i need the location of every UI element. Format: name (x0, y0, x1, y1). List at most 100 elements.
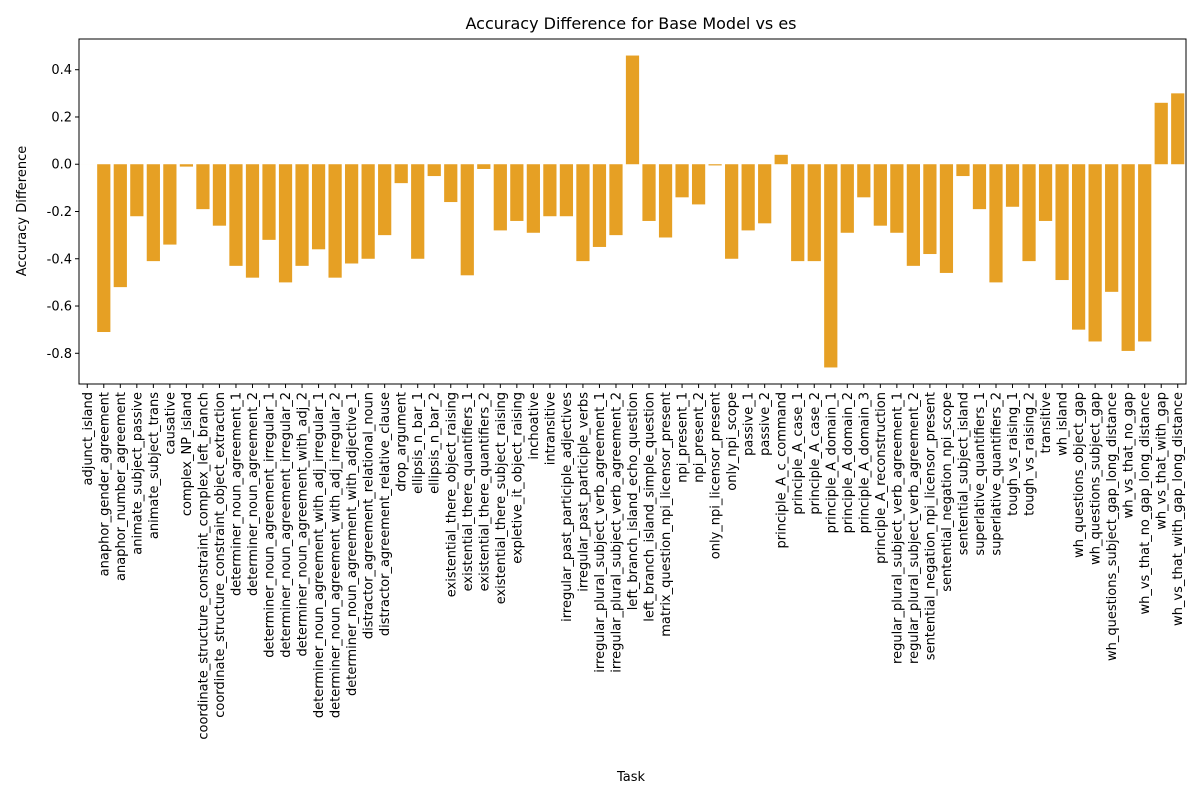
x-tick-label: determiner_noun_agreement_with_adj_irreg… (312, 392, 327, 718)
x-tick-label: transitive (1039, 392, 1054, 453)
bar-regular_plural_subject_verb_agreement_2 (906, 164, 920, 266)
bar-existential_there_quantifiers_1 (460, 164, 474, 276)
x-tick-label: wh_vs_that_no_gap (1122, 392, 1137, 518)
bar-inchoative (526, 164, 540, 233)
x-tick-label: passive_1 (742, 392, 757, 456)
bar-wh_vs_that_no_gap_long_distance (1138, 164, 1152, 342)
x-tick-label: sentential_subject_island (956, 392, 971, 555)
bar-regular_plural_subject_verb_agreement_1 (890, 164, 904, 233)
x-axis: adjunct_island anaphor_gender_agreement an… (81, 384, 1186, 740)
bar-principle_A_case_1 (791, 164, 805, 262)
bar-anaphor_number_agreement (113, 164, 127, 288)
x-tick-label: only_npi_scope (725, 392, 740, 491)
y-tick-label: 0.0 (51, 158, 72, 173)
x-tick-label: determiner_noun_agreement_with_adjective… (345, 392, 360, 696)
x-tick-label: regular_plural_subject_verb_agreement_2 (907, 392, 922, 664)
y-tick-label: -0.6 (47, 300, 72, 315)
x-tick-label: wh_vs_that_with_gap (1155, 392, 1170, 530)
x-tick-label: anaphor_gender_agreement (97, 392, 112, 576)
bar-determiner_noun_agreement_with_adj_irregular_1 (311, 164, 326, 250)
x-tick-label: sentential_negation_npi_scope (940, 392, 955, 592)
bar-sentential_negation_npi_licensor_present (923, 164, 937, 255)
x-tick-label: left_branch_island_simple_question (643, 392, 658, 622)
x-tick-label: irregular_past_participle_verbs (576, 392, 591, 592)
bar-determiner_noun_agreement_2 (245, 164, 260, 278)
bar-left_branch_island_simple_question (642, 164, 656, 221)
x-tick-label: principle_A_case_2 (808, 392, 823, 515)
x-tick-label: ellipsis_n_bar_2 (428, 392, 443, 494)
bar-coordinate_structure_constraint_object_extraction (212, 164, 227, 226)
bar-determiner_noun_agreement_1 (229, 164, 243, 266)
bar-npi_present_1 (675, 164, 689, 198)
x-tick-label: npi_present_1 (676, 392, 691, 483)
x-tick-label: only_npi_licensor_present (709, 392, 724, 559)
x-tick-label: passive_2 (758, 392, 773, 456)
x-tick-label: inchoative (527, 392, 542, 460)
x-tick-label: tough_vs_raising_2 (1023, 392, 1038, 516)
bar-wh_questions_subject_gap_long_distance (1105, 164, 1119, 292)
bar-determiner_noun_agreement_with_adj_irregular_2 (328, 164, 342, 278)
bar-determiner_noun_agreement_with_adj_2 (295, 164, 309, 266)
bar-sentential_negation_npi_scope (939, 164, 954, 273)
bars-group (80, 55, 1185, 368)
x-tick-label: ellipsis_n_bar_1 (411, 392, 426, 494)
x-tick-label: distractor_agreement_relative_clause (378, 392, 393, 636)
x-tick-label: wh_vs_that_with_gap_long_distance (1171, 392, 1186, 626)
bar-principle_A_domain_2 (840, 164, 854, 233)
bar-passive_1 (741, 164, 755, 231)
bar-wh_vs_that_with_gap_long_distance (1171, 93, 1185, 165)
bar-expletive_it_object_raising (510, 164, 524, 221)
bar-irregular_past_participle_adjectives (559, 164, 574, 217)
bar-distractor_agreement_relational_noun (361, 164, 375, 259)
x-tick-label: complex_NP_island (180, 392, 195, 516)
x-tick-label: principle_A_case_1 (791, 392, 806, 515)
bar-sentential_subject_island (956, 164, 970, 177)
y-tick-label: 0.4 (51, 63, 72, 78)
bar-complex_NP_island (179, 164, 194, 167)
bar-ellipsis_n_bar_1 (411, 164, 425, 259)
y-tick-label: -0.2 (47, 205, 72, 220)
bar-tough_vs_raising_2 (1022, 164, 1036, 262)
bar-wh_questions_subject_gap (1088, 164, 1102, 342)
x-tick-label: irregular_plural_subject_verb_agreement_… (609, 392, 624, 673)
x-tick-label: irregular_plural_subject_verb_agreement_… (593, 392, 608, 673)
bar-anaphor_gender_agreement (97, 164, 111, 333)
x-tick-label: existential_there_quantifiers_1 (461, 392, 476, 591)
bar-wh_vs_that_with_gap (1154, 102, 1168, 165)
bar-intransitive (543, 164, 557, 217)
y-tick-label: 0.2 (51, 110, 72, 125)
x-tick-label: principle_A_domain_3 (857, 392, 872, 533)
y-tick-label: -0.8 (47, 347, 72, 362)
y-tick-label: -0.4 (47, 252, 72, 267)
bar-drop_argument (394, 164, 408, 184)
x-tick-label: coordinate_structure_constraint_object_e… (213, 392, 228, 718)
bar-existential_there_object_raising (444, 164, 458, 203)
bar-principle_A_domain_1 (824, 164, 838, 368)
x-tick-label: wh_island (1056, 392, 1071, 456)
x-tick-label: existential_there_object_raising (444, 392, 459, 597)
x-tick-label: animate_subject_passive (130, 392, 145, 555)
bar-determiner_noun_agreement_irregular_2 (278, 164, 293, 283)
bar-only_npi_licensor_present (708, 164, 722, 166)
x-tick-label: determiner_noun_agreement_irregular_2 (279, 392, 294, 658)
bar-only_npi_scope (725, 164, 739, 259)
x-tick-label: causative (163, 392, 178, 455)
x-tick-label: intransitive (543, 392, 558, 465)
x-tick-label: expletive_it_object_raising (510, 392, 525, 564)
x-tick-label: superlative_quantifiers_1 (973, 392, 988, 556)
bar-principle_A_reconstruction (873, 164, 887, 226)
chart-title: Accuracy Difference for Base Model vs es (465, 14, 796, 33)
x-tick-label: wh_questions_object_gap (1072, 392, 1087, 558)
bar-superlative_quantifiers_1 (972, 164, 987, 210)
bar-coordinate_structure_constraint_complex_left_branch (196, 164, 210, 210)
x-tick-label: wh_questions_subject_gap_long_distance (1105, 392, 1120, 661)
bar-wh_questions_object_gap (1072, 164, 1086, 330)
x-tick-label: animate_subject_trans (147, 392, 162, 539)
x-tick-label: tough_vs_raising_1 (1006, 392, 1021, 516)
bar-distractor_agreement_relative_clause (378, 164, 392, 236)
bar-irregular_plural_subject_verb_agreement_1 (592, 164, 607, 247)
x-tick-label: matrix_question_npi_licensor_present (659, 392, 674, 637)
bar-npi_present_2 (691, 164, 706, 205)
bar-determiner_noun_agreement_with_adjective_1 (345, 164, 359, 264)
